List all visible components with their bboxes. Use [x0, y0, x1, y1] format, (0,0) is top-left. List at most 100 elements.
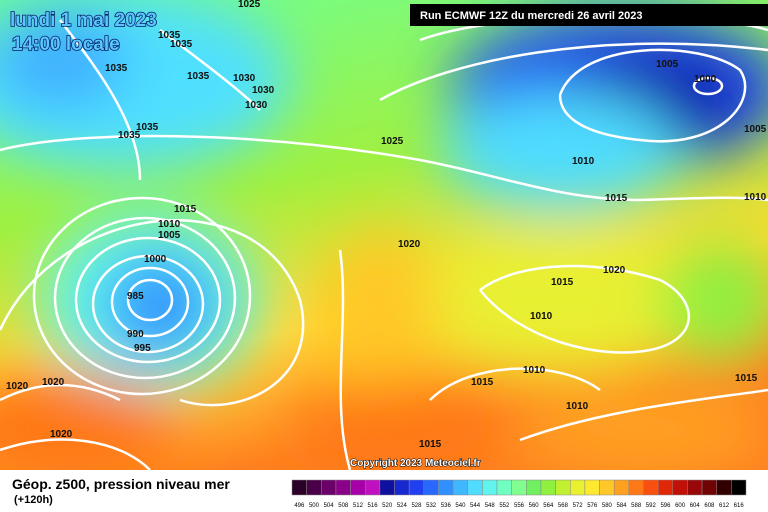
colorbar-label: 604 [690, 503, 701, 509]
colorbar-cell [306, 479, 322, 496]
isobar-label: 985 [127, 291, 144, 302]
colorbar-label: 520 [382, 503, 393, 509]
isobar-label: 1020 [6, 381, 29, 392]
colorbar-cell [379, 479, 395, 496]
isobar-label: 1005 [656, 59, 679, 70]
isobar-label: 1035 [118, 130, 141, 141]
colorbar-label: 544 [470, 503, 481, 509]
colorbar-label: 572 [573, 503, 584, 509]
colorbar-cell [687, 479, 703, 496]
isobar-label: 1015 [735, 373, 758, 384]
isobar-label: 1025 [381, 136, 404, 147]
colorbar-label: 508 [338, 503, 349, 509]
isobar-label: 1000 [694, 74, 717, 85]
isobar-label: 995 [134, 343, 151, 354]
colorbar-label: 556 [514, 503, 525, 509]
isobar-label: 1015 [471, 377, 494, 388]
colorbar-cell [452, 479, 468, 496]
colorbar-cell [482, 479, 498, 496]
isobar-label: 1010 [572, 156, 595, 167]
colorbar-label: 516 [368, 503, 379, 509]
colorbar-label: 568 [558, 503, 569, 509]
colorbar-cell [613, 479, 630, 496]
isobar-label: 1010 [158, 219, 181, 230]
colorbar-cell [540, 479, 556, 496]
run-banner [410, 4, 768, 26]
colorbar-cell [291, 479, 307, 496]
colorbar-label: 532 [426, 503, 437, 509]
isobar-label: 1000 [144, 254, 167, 265]
colorbar-label: 496 [294, 503, 305, 509]
colorbar-label: 560 [529, 503, 540, 509]
colorbar-cell [467, 479, 483, 496]
isobar-label: 1030 [252, 85, 275, 96]
colorbar-cell [394, 479, 410, 496]
colorbar-label: 612 [719, 503, 730, 509]
colorbar-label: 528 [411, 503, 422, 509]
colorbar-cell [599, 479, 615, 496]
colorbar-cell [335, 479, 351, 496]
isobar-label: 1015 [605, 193, 628, 204]
colorbar-label: 524 [397, 503, 408, 509]
copyright: Copyright 2023 Meteociel.fr [350, 458, 481, 469]
isobar-label: 1015 [551, 277, 574, 288]
colorbar-cell [584, 479, 600, 496]
colorbar-cell [438, 479, 454, 496]
isobar-label: 1010 [566, 401, 589, 412]
colorbar-label: 576 [587, 503, 598, 509]
colorbar-label: 584 [617, 503, 628, 509]
colorbar-label: 596 [660, 503, 671, 509]
colorbar-label: 540 [455, 503, 466, 509]
colorbar-cell [643, 479, 659, 496]
colorbar-label: 536 [441, 503, 452, 509]
isobar-label: 1005 [744, 124, 767, 135]
colorbar-cell [321, 479, 337, 496]
isobar-label: 1020 [50, 429, 73, 440]
colorbar-label: 592 [646, 503, 657, 509]
colorbar-label: 504 [324, 503, 335, 509]
isobar-label: 1030 [233, 73, 256, 84]
colorbar-label: 600 [675, 503, 686, 509]
isobar-label: 1035 [187, 71, 210, 82]
isobar-label: 1035 [105, 63, 128, 74]
isobar-label: 1020 [603, 265, 626, 276]
colorbar-cell [350, 479, 366, 496]
colorbar: 496 500 504 508 512 516 520 524 528 532 536 540 544 5… [291, 479, 747, 509]
colorbar-label: 608 [704, 503, 715, 509]
colorbar-cell [408, 479, 425, 496]
isobar-label: 1025 [238, 0, 261, 10]
colorbar-cell [657, 479, 674, 496]
field [0, 0, 768, 490]
isobar-label: 1030 [245, 100, 268, 111]
time: 14:00 locale [12, 34, 120, 55]
date: lundi 1 mai 2023 [10, 10, 157, 31]
colorbar-label: 512 [353, 503, 364, 509]
colorbar-cell [526, 479, 542, 496]
colorbar-cell [570, 479, 586, 496]
colorbar-cell [555, 479, 571, 496]
isobar-label: 1005 [158, 230, 181, 241]
colorbar-label: 564 [543, 503, 554, 509]
colorbar-cell [672, 479, 688, 496]
colorbar-label: 500 [309, 503, 320, 509]
isobars [0, 14, 768, 471]
colorbar-label: 616 [734, 503, 745, 509]
isobar-label: 1020 [398, 239, 421, 250]
isobar-label: 1010 [523, 365, 546, 376]
lead-time: (+120h) [14, 494, 53, 506]
isobar-label: 1010 [530, 311, 553, 322]
isobar-label: 1015 [174, 204, 197, 215]
colorbar-cell [731, 479, 747, 496]
isobar-label: 1035 [170, 39, 193, 50]
colorbar-cell [511, 479, 527, 496]
isobar-label: 1035 [158, 30, 181, 41]
isobar-label: 1010 [744, 192, 767, 203]
isobar-label: 1015 [419, 439, 442, 450]
legend-title: Géop. z500, pression niveau mer [12, 476, 230, 492]
colorbar-cell [364, 479, 381, 496]
run-text: Run ECMWF 12Z du mercredi 26 avril 2023 [420, 10, 643, 22]
colorbar-label: 552 [499, 503, 510, 509]
colorbar-label: 580 [602, 503, 613, 509]
colorbar-label: 588 [631, 503, 642, 509]
